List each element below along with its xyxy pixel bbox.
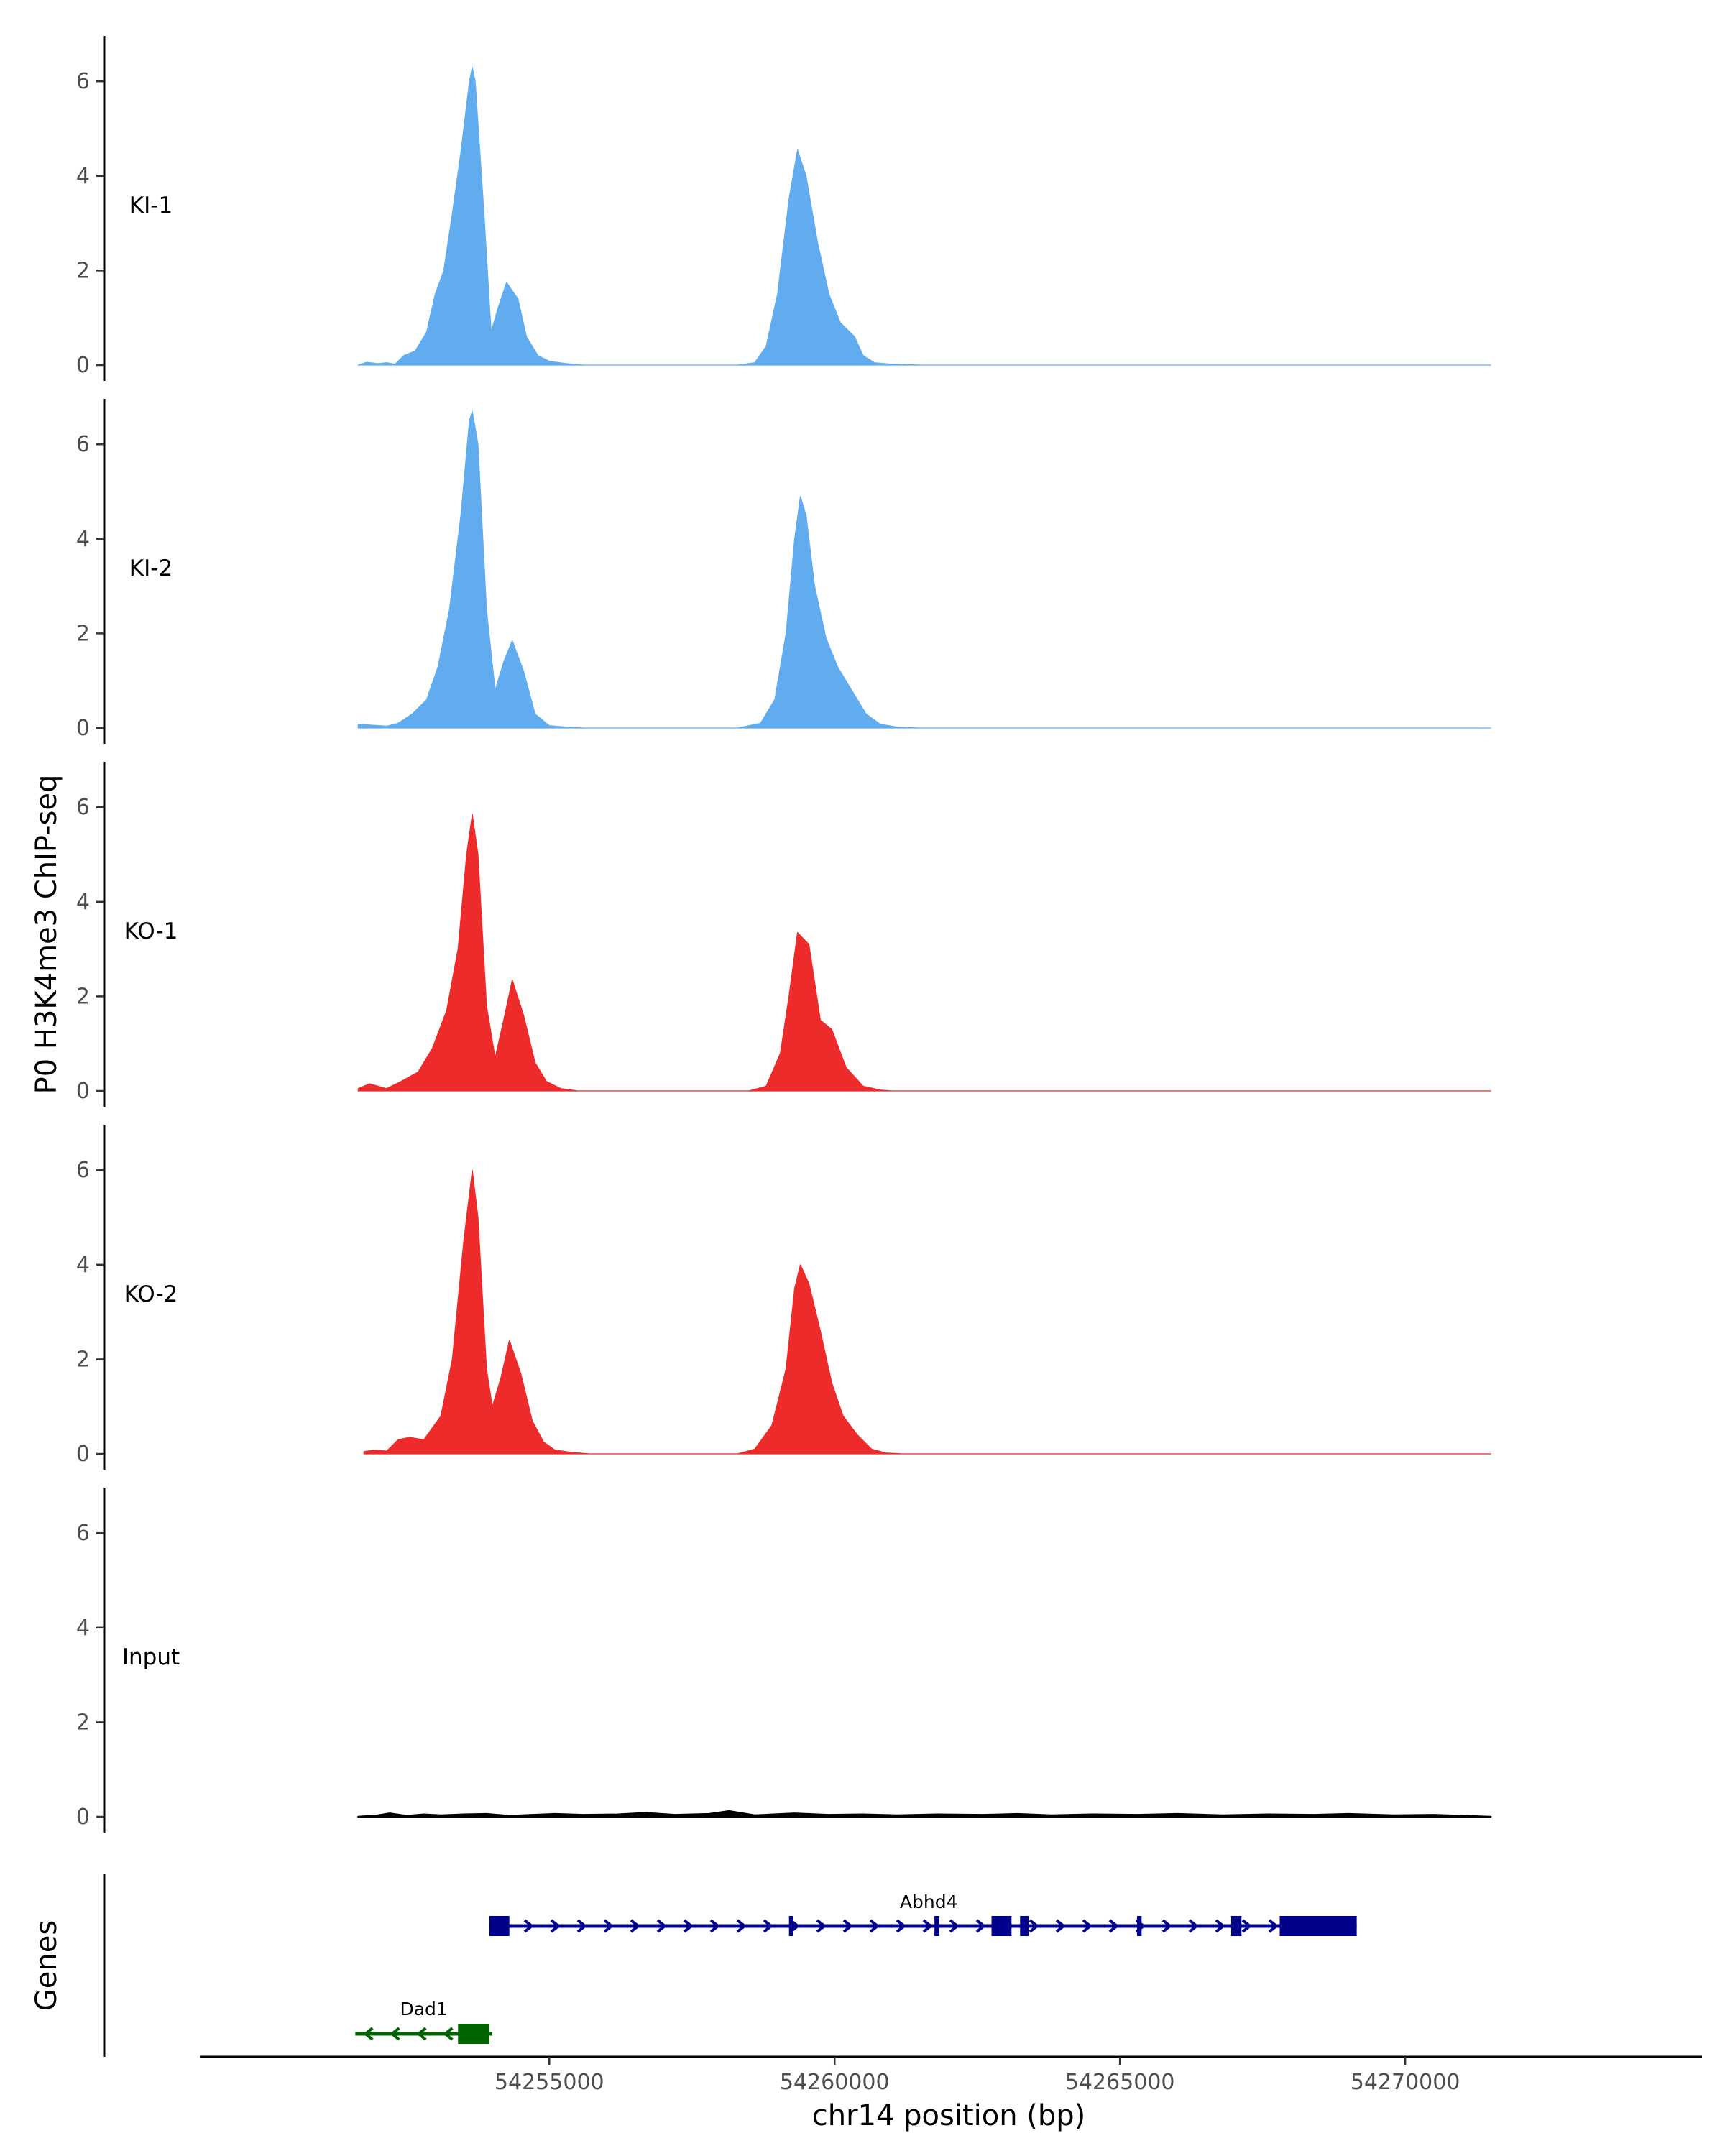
strand-arrow <box>1162 1919 1173 1933</box>
exon <box>1020 1916 1029 1936</box>
gene-abhd4: Abhd4 <box>489 1892 1357 1936</box>
y-tick-label: 6 <box>76 432 90 457</box>
x-tick-label: 54255000 <box>494 2070 604 2095</box>
y-tick-label: 4 <box>76 164 90 189</box>
x-tick-label: 54260000 <box>780 2070 890 2095</box>
y-tick-label: 0 <box>76 1805 90 1830</box>
y-tick-label: 2 <box>76 984 90 1009</box>
strand-arrow <box>1082 1919 1093 1933</box>
strand-arrow <box>550 1919 561 1933</box>
genes-axis-title: Genes <box>30 1920 63 2011</box>
y-tick-label: 4 <box>76 527 90 552</box>
strand-arrow <box>416 2027 427 2041</box>
strand-arrow <box>816 1919 827 1933</box>
strand-arrow <box>656 1919 668 1933</box>
strand-arrow <box>630 1919 641 1933</box>
y-tick-label: 4 <box>76 1253 90 1278</box>
exon <box>489 1916 510 1936</box>
strand-arrow <box>576 1919 588 1933</box>
y-tick-label: 0 <box>76 353 90 378</box>
track-label: KI-2 <box>129 556 172 581</box>
x-tick-label: 54270000 <box>1351 2070 1460 2095</box>
strand-arrow <box>443 2027 454 2041</box>
signal-area <box>357 814 1491 1092</box>
x-axis-title: chr14 position (bp) <box>812 2099 1086 2132</box>
strand-arrow <box>896 1919 907 1933</box>
y-tick-label: 6 <box>76 69 90 94</box>
track-label: Input <box>122 1644 180 1670</box>
strand-arrow <box>975 1919 987 1933</box>
track-input: 0 2 4 6 Input <box>76 1488 1492 1833</box>
signal-area <box>357 66 1491 366</box>
strand-arrow <box>523 1919 535 1933</box>
y-tick-label: 2 <box>76 258 90 283</box>
strand-arrow <box>1215 1919 1226 1933</box>
x-axis: 54255000 54260000 54265000 54270000 <box>200 2055 1702 2095</box>
track-ki-2: 0 2 4 6 KI-2 <box>76 399 1491 744</box>
y-tick-label: 4 <box>76 890 90 915</box>
y-tick-label: 6 <box>76 1158 90 1183</box>
strand-arrow <box>1241 1919 1253 1933</box>
track-label: KO-2 <box>124 1281 178 1307</box>
y-tick-label: 2 <box>76 621 90 646</box>
strand-arrow <box>736 1919 748 1933</box>
strand-arrow <box>363 2027 374 2041</box>
exon <box>991 1916 1012 1936</box>
signal-area <box>357 1810 1492 1818</box>
y-tick-label: 4 <box>76 1616 90 1641</box>
strand-arrow <box>683 1919 694 1933</box>
y-tick-label: 0 <box>76 1442 90 1467</box>
strand-arrow <box>1108 1919 1120 1933</box>
track-label: KI-1 <box>129 193 172 218</box>
strand-arrow <box>869 1919 880 1933</box>
y-tick-label: 2 <box>76 1347 90 1372</box>
strand-arrow <box>1188 1919 1200 1933</box>
strand-arrow <box>603 1919 615 1933</box>
exon <box>934 1916 939 1936</box>
signal-area <box>363 1169 1491 1455</box>
track-ko-2: 0 2 4 6 KO-2 <box>76 1125 1491 1470</box>
y-tick-label: 0 <box>76 716 90 741</box>
y-tick-label: 0 <box>76 1079 90 1104</box>
gene-label: Dad1 <box>400 1999 447 2019</box>
strand-arrow <box>1029 1919 1040 1933</box>
y-tick-label: 2 <box>76 1710 90 1735</box>
strand-arrow <box>390 2027 400 2041</box>
strand-arrow <box>922 1919 934 1933</box>
x-tick-label: 54265000 <box>1065 2070 1175 2095</box>
strand-arrow <box>1268 1919 1279 1933</box>
track-ko-1: 0 2 4 6 KO-1 <box>76 762 1491 1107</box>
gene-label: Abhd4 <box>900 1892 958 1912</box>
gene-dad1: Dad1 <box>355 1999 492 2044</box>
track-label: KO-1 <box>124 918 178 944</box>
exon <box>458 2024 489 2044</box>
strand-arrow <box>763 1919 774 1933</box>
track-ki-1: 0 2 4 6 KI-1 <box>76 36 1491 381</box>
y-tick-label: 6 <box>76 795 90 820</box>
signal-area <box>357 410 1491 729</box>
strand-arrow <box>1055 1919 1067 1933</box>
strand-arrow <box>842 1919 854 1933</box>
y-tick-label: 6 <box>76 1521 90 1546</box>
strand-arrow <box>709 1919 721 1933</box>
exon <box>1279 1916 1357 1936</box>
exon <box>1230 1916 1242 1936</box>
exon <box>1136 1916 1142 1936</box>
signal-tracks: 0 2 4 6 KI-1 0 2 4 6 KI-2 0 2 4 6 KO-1 0 2 4 6 KO-2 0 2 4 6 Inpu… <box>76 36 1492 1833</box>
y-axis-title: P0 H3K4me3 ChIP-seq <box>30 775 63 1095</box>
strand-arrow <box>949 1919 960 1933</box>
gene-track: Abhd4 Dad1 <box>103 1874 1357 2057</box>
exon <box>788 1916 794 1936</box>
